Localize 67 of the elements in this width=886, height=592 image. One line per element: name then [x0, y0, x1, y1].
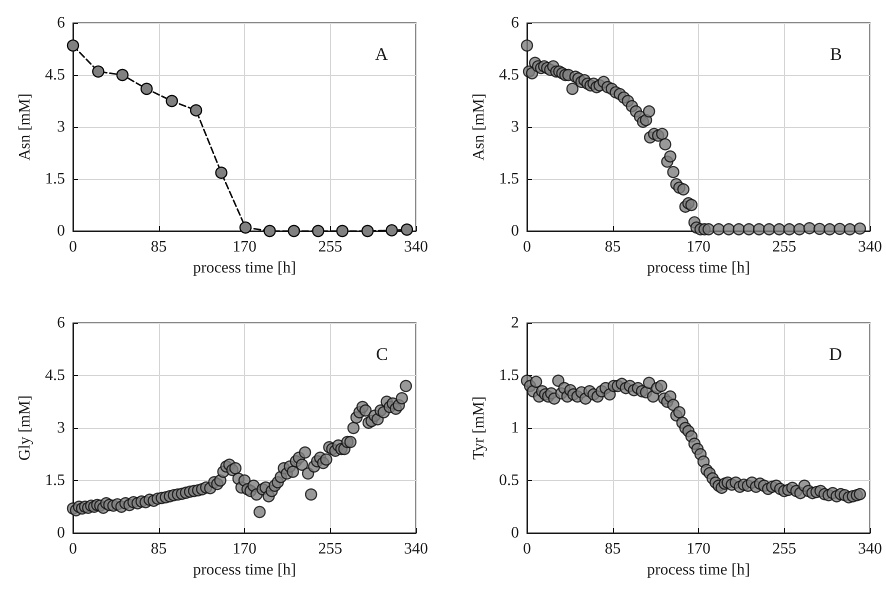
x-tick-label: 340: [858, 238, 882, 256]
x-tick-label: 340: [404, 238, 428, 256]
y-tick-label: 4.5: [45, 367, 65, 384]
annotation: B: [830, 44, 842, 64]
y-tick-label: 4.5: [45, 66, 65, 84]
y-tick-label: 3: [511, 118, 519, 136]
y-tick-label: 0: [511, 524, 519, 542]
point: [288, 224, 300, 238]
x-tick-label: 0: [523, 540, 531, 558]
x-tick-label: 255: [772, 238, 796, 256]
x-tick-label: 170: [232, 238, 256, 256]
x-tick-label: 85: [604, 238, 621, 256]
x-tick-label: 170: [686, 238, 710, 256]
point: [264, 224, 276, 238]
y-axis-title: Gly [mM]: [16, 395, 34, 461]
x-tick-label: 0: [69, 540, 77, 558]
y-tick-label: 3: [57, 118, 65, 136]
x-tick-label: 255: [318, 540, 342, 558]
y-tick-label: 1.5: [45, 472, 65, 489]
x-tick-label: 255: [772, 540, 796, 558]
y-tick-label: 1.5: [499, 170, 519, 188]
y-axis-title: Asn [mM]: [16, 93, 34, 161]
point: [66, 39, 80, 52]
x-axis-title: process time [h]: [192, 259, 296, 276]
point: [215, 166, 228, 179]
x-tick-label: 85: [604, 540, 621, 558]
y-axis-title: Asn [mM]: [470, 93, 488, 161]
point: [166, 94, 178, 108]
x-tick-label: 170: [686, 540, 710, 558]
y-tick-label: 3: [57, 420, 65, 436]
point: [116, 68, 129, 82]
y-axis-title: Tyr [mM]: [470, 396, 488, 460]
x-tick-label: 170: [232, 540, 256, 558]
x-axis-title: process time [h]: [192, 561, 296, 578]
x-tick-label: 85: [150, 238, 167, 256]
x-axis-title: process time [h]: [646, 561, 750, 578]
y-tick-label: 1: [511, 420, 519, 436]
point: [386, 224, 398, 236]
y-tick-label: 6: [511, 14, 519, 32]
y-tick-label: 0.5: [499, 472, 519, 489]
point: [190, 104, 202, 117]
y-tick-label: 0: [57, 222, 65, 240]
point: [361, 224, 374, 238]
y-tick-label: 2: [511, 314, 519, 332]
y-tick-label: 6: [57, 314, 65, 332]
x-axis-title: process time [h]: [646, 259, 750, 276]
point: [312, 224, 324, 238]
point: [92, 65, 104, 78]
x-tick-label: 255: [318, 238, 342, 256]
annotation: C: [376, 344, 388, 364]
annotation: D: [829, 344, 842, 364]
point: [239, 221, 252, 234]
x-tick-label: 0: [69, 238, 77, 256]
y-tick-label: 4.5: [499, 66, 519, 84]
x-tick-label: 85: [150, 540, 167, 558]
annotation: A: [375, 44, 388, 64]
x-tick-label: 340: [858, 540, 882, 558]
y-tick-label: 1.5: [45, 170, 65, 188]
point: [140, 82, 153, 96]
x-tick-label: 0: [523, 238, 531, 256]
y-tick-label: 1.5: [499, 367, 519, 384]
point: [336, 224, 349, 238]
x-tick-label: 340: [404, 540, 428, 558]
point: [400, 223, 414, 236]
y-tick-label: 6: [57, 14, 65, 32]
y-tick-label: 0: [57, 524, 65, 542]
y-tick-label: 0: [511, 222, 519, 240]
